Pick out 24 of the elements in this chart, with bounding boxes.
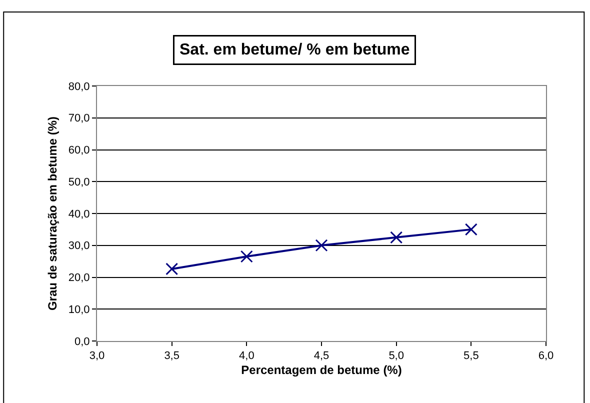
x-tick-label: 3,5 bbox=[164, 350, 180, 362]
y-tick-label: 0,0 bbox=[74, 336, 90, 348]
x-tick-label: 4,0 bbox=[239, 350, 254, 362]
y-tick-label: 20,0 bbox=[68, 272, 90, 284]
y-tick-label: 40,0 bbox=[68, 208, 90, 220]
x-tick-label: 4,5 bbox=[314, 350, 330, 362]
y-tick-label: 70,0 bbox=[68, 112, 90, 125]
chart-title: Sat. em betume/ % em betume bbox=[180, 42, 410, 58]
y-tick-label: 30,0 bbox=[68, 240, 90, 252]
y-tick-label: 10,0 bbox=[68, 304, 90, 316]
y-tick-label: 50,0 bbox=[68, 176, 90, 188]
y-axis-title: Grau de saturação em betume (%) bbox=[46, 116, 60, 311]
x-tick-label: 5,5 bbox=[464, 350, 479, 362]
point bbox=[464, 223, 478, 236]
y-tick-label: 60,0 bbox=[68, 144, 90, 157]
point bbox=[315, 239, 328, 252]
x-tick-label: 6,0 bbox=[538, 350, 554, 362]
point bbox=[166, 262, 178, 276]
x-tick-label: 3,0 bbox=[89, 350, 105, 362]
y-tick-label: 80,0 bbox=[68, 80, 90, 93]
point bbox=[390, 231, 403, 244]
x-axis-title: Percentagem de betume (%) bbox=[241, 363, 402, 378]
x-tick-label: 5,0 bbox=[388, 350, 404, 362]
point bbox=[240, 250, 253, 263]
